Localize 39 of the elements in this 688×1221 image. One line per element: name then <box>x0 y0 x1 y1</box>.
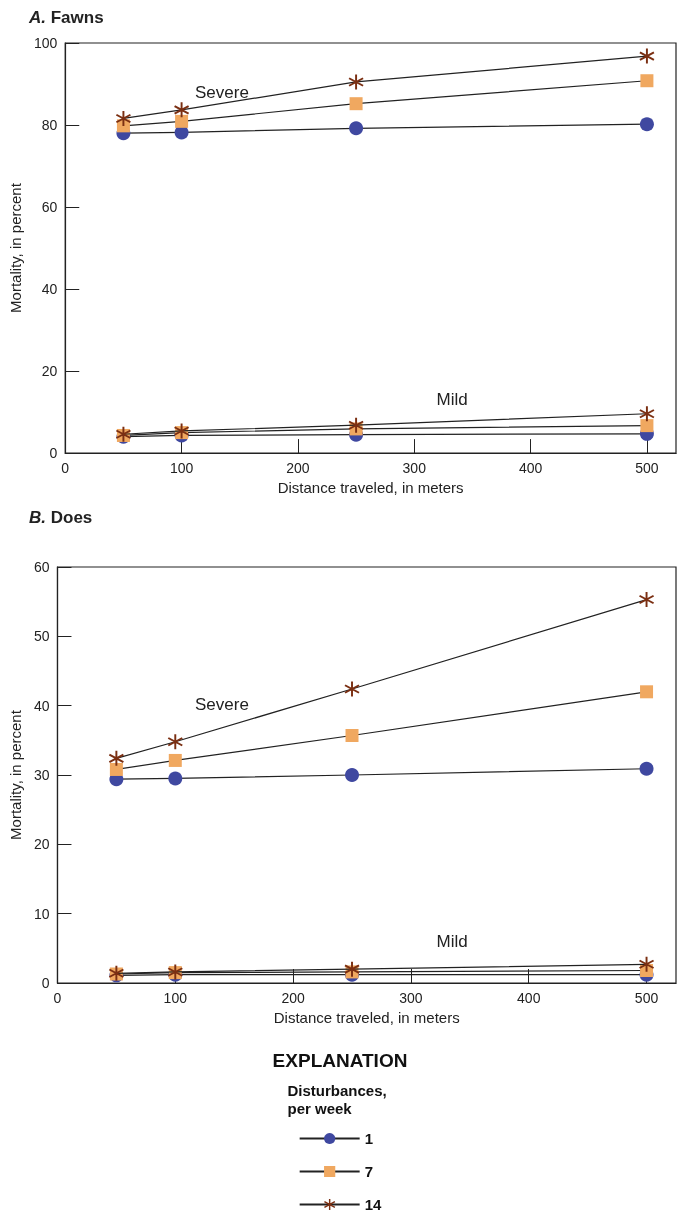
x-tick-label: 500 <box>634 990 659 1006</box>
text: EXPLANATION <box>272 1050 408 1071</box>
y-tick-label: 60 <box>33 559 50 575</box>
y-tick-label: 20 <box>41 363 58 380</box>
y-tick-label: 0 <box>49 445 58 462</box>
y-tick-label: 10 <box>33 905 50 922</box>
x-tick-label: 200 <box>281 990 305 1006</box>
annotation: Severe <box>195 694 249 714</box>
chart-title: B. Does <box>29 508 93 527</box>
x-tick-label: 200 <box>286 460 310 477</box>
y-tick-label: 100 <box>33 35 58 51</box>
x-tick-label: 400 <box>517 990 541 1006</box>
x-axis-title: Distance traveled, in meters <box>277 479 464 496</box>
annotation: Mild <box>436 389 468 409</box>
x-tick-label: 100 <box>163 990 188 1006</box>
y-tick-label: 0 <box>41 975 50 991</box>
y-tick-label: 40 <box>41 281 58 298</box>
y-tick-label: 40 <box>33 697 50 714</box>
x-tick-label: 100 <box>169 460 194 477</box>
x-tick-label: 400 <box>518 460 543 477</box>
y-tick-label: 30 <box>33 767 50 783</box>
x-tick-label: 0 <box>61 460 70 477</box>
x-tick-label: 300 <box>399 990 423 1006</box>
y-axis-title: Mortality, in percent <box>7 182 24 313</box>
legend-label: 7 <box>364 1163 373 1180</box>
chart-title: A. Fawns <box>28 8 104 27</box>
x-axis-title: Distance traveled, in meters <box>273 1008 460 1026</box>
x-tick-label: 300 <box>402 460 427 477</box>
y-tick-label: 50 <box>33 628 50 645</box>
legend-label: 1 <box>364 1130 373 1147</box>
y-tick-label: 80 <box>41 117 58 134</box>
legend-label: 14 <box>364 1196 382 1213</box>
x-tick-label: 500 <box>635 460 659 477</box>
y-axis-title: Mortality, in percent <box>7 709 24 840</box>
y-tick-label: 20 <box>33 836 50 853</box>
legend-title: Disturbances, per week <box>287 1081 391 1117</box>
y-tick-label: 60 <box>41 199 58 216</box>
annotation: Severe <box>195 83 249 103</box>
annotation: Mild <box>436 931 468 951</box>
